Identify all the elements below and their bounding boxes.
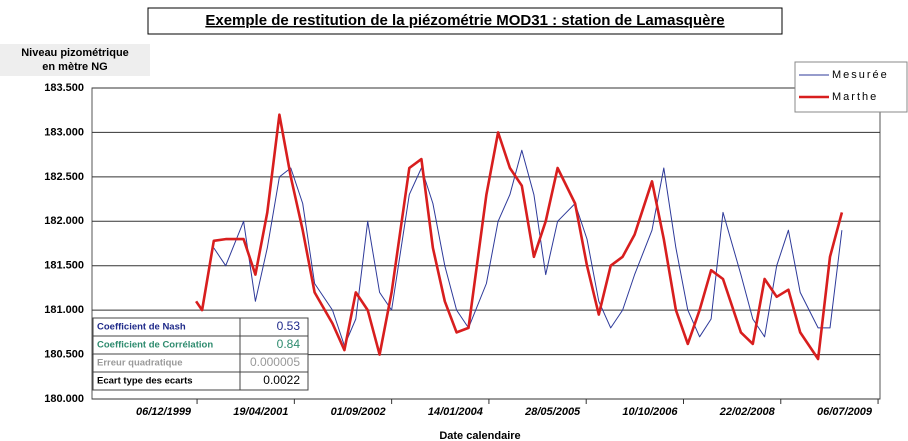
x-axis-label: Date calendaire: [439, 430, 520, 441]
x-tick-label: 22/02/2008: [719, 406, 776, 418]
y-tick-label: 180.000: [44, 393, 84, 405]
table-label: Coefficient de Corrélation: [97, 340, 213, 351]
y-tick-label: 183.500: [44, 82, 84, 94]
x-tick-label: 28/05/2005: [524, 406, 581, 418]
x-tick-label: 10/10/2006: [622, 406, 678, 418]
table-value: 0.53: [277, 319, 301, 333]
title-box: [147, 7, 783, 35]
series-line: [213, 149, 843, 347]
series-line: [195, 113, 844, 361]
x-tick-label: 06/12/1999: [136, 406, 192, 418]
y-tick-label: 182.500: [44, 171, 84, 183]
y-axis-label: en mètre NG: [42, 61, 107, 73]
chart-title: Exemple de restitution de la piézométrie…: [205, 12, 724, 29]
legend-label: Marthe: [832, 91, 878, 103]
x-tick-label: 01/09/2002: [331, 406, 386, 418]
table-cell: [239, 371, 309, 391]
y-tick-label: 180.500: [44, 348, 84, 360]
table-label: Coefficient de Nash: [97, 322, 186, 333]
x-tick-label: 14/01/2004: [428, 406, 483, 418]
y-tick-label: 183.000: [44, 126, 84, 138]
table-value: 0.000005: [250, 355, 300, 369]
y-tick-label: 181.000: [44, 304, 84, 316]
x-tick-label: 19/04/2001: [233, 406, 288, 418]
y-tick-label: 182.000: [44, 215, 84, 227]
y-axis-label: Niveau pizométrique: [21, 47, 129, 59]
table-label: Erreur quadratique: [97, 358, 183, 369]
table-value: 0.84: [277, 337, 301, 351]
y-tick-label: 181.500: [44, 260, 84, 272]
legend-label: Mesurée: [832, 69, 889, 81]
y-label-box: [0, 44, 150, 76]
x-tick-label: 06/07/2009: [817, 406, 873, 418]
legend-box: [794, 61, 908, 113]
table-label: Ecart type des ecarts: [97, 376, 193, 387]
table-value: 0.0022: [263, 373, 300, 387]
